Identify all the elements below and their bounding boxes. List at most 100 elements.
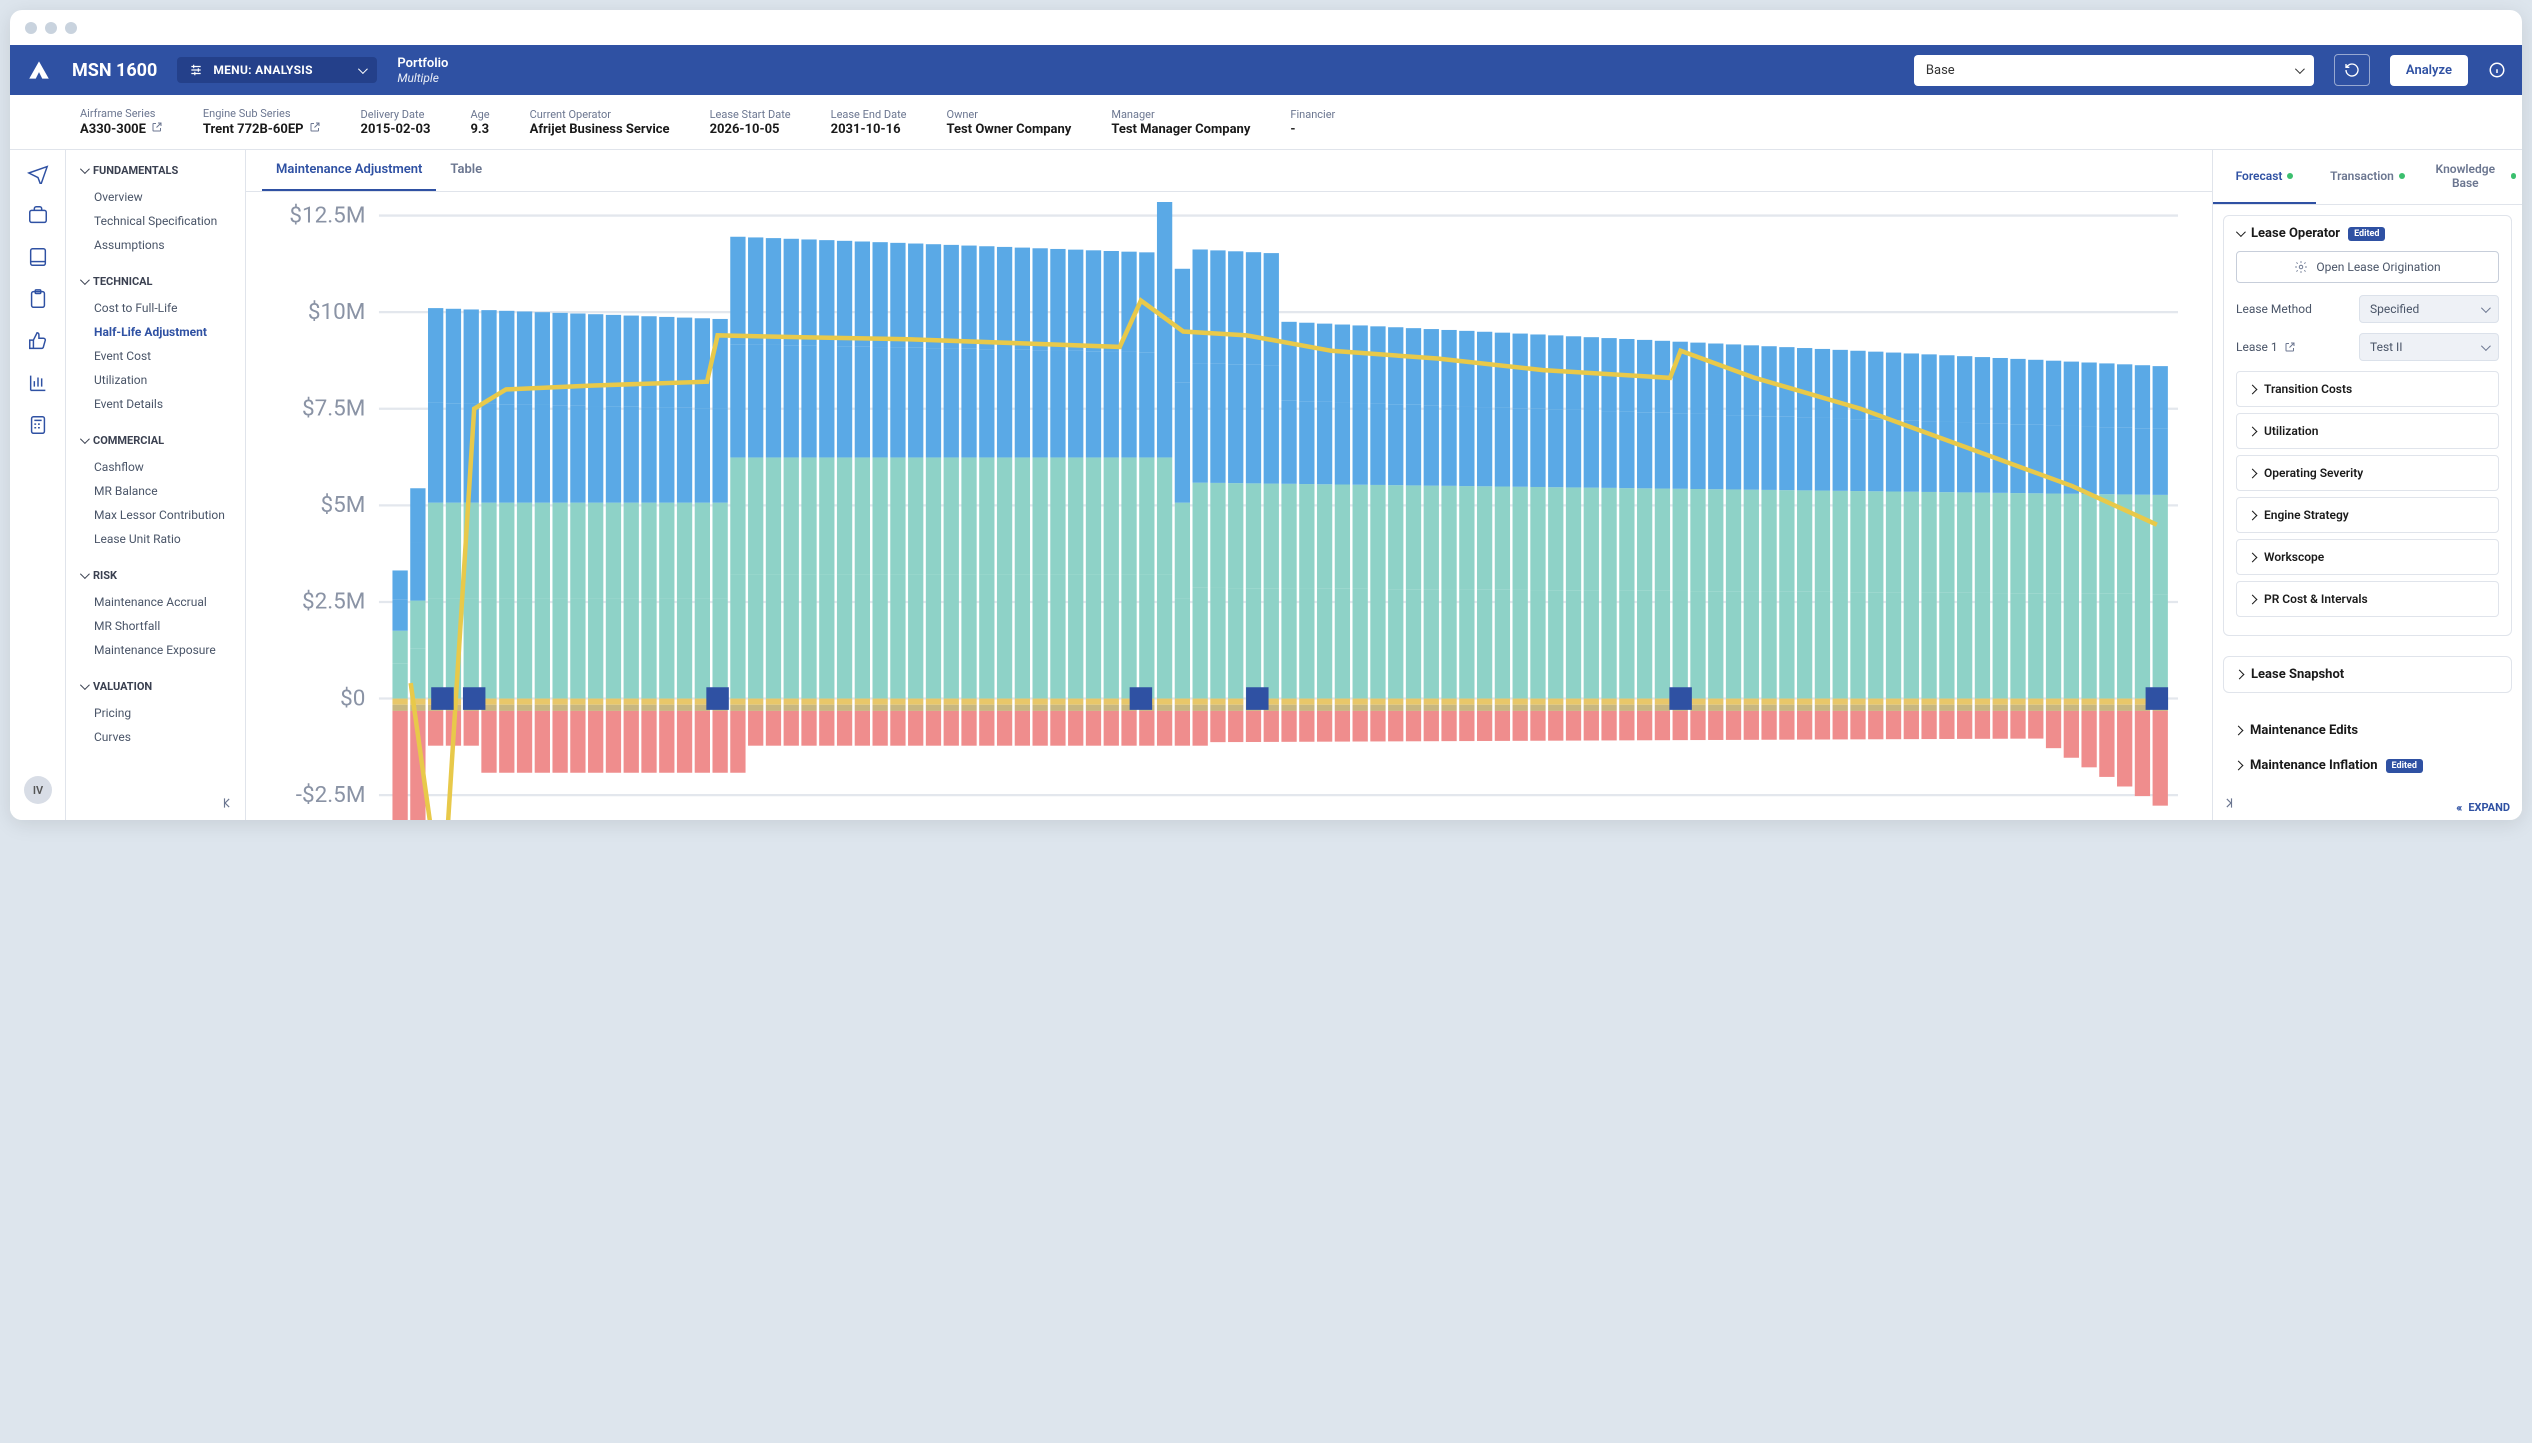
sidebar-item[interactable]: Event Details xyxy=(66,392,245,416)
max-dot[interactable] xyxy=(65,22,77,34)
sub-accordion-header[interactable]: PR Cost & Intervals xyxy=(2237,582,2498,616)
meta-bar: Airframe SeriesA330-300EEngine Sub Serie… xyxy=(10,95,2522,150)
sidebar-item[interactable]: Lease Unit Ratio xyxy=(66,527,245,551)
sub-accordion-header[interactable]: Transition Costs xyxy=(2237,372,2498,406)
portfolio-label: Portfolio xyxy=(397,56,448,71)
maint-inflation-header[interactable]: Maintenance Inflation Edited xyxy=(2223,748,2512,783)
right-panel: ForecastTransactionKnowledge Base Lease … xyxy=(2212,150,2522,820)
lease-snapshot-header[interactable]: Lease Snapshot xyxy=(2224,657,2511,692)
sub-accordion: Operating Severity xyxy=(2236,455,2499,491)
meta-item: Lease End Date2031-10-16 xyxy=(831,108,907,137)
user-avatar[interactable]: IV xyxy=(24,776,52,804)
main-tab[interactable]: Maintenance Adjustment xyxy=(262,150,436,191)
sidebar-item[interactable]: Pricing xyxy=(66,701,245,725)
meta-value: Test Manager Company xyxy=(1111,122,1250,137)
chevron-right-icon xyxy=(2248,468,2258,478)
clipboard-icon[interactable] xyxy=(27,288,49,310)
sub-accordion-header[interactable]: Workscope xyxy=(2237,540,2498,574)
maint-inflation-section: Maintenance Inflation Edited xyxy=(2223,748,2512,783)
sidebar-item[interactable]: MR Shortfall xyxy=(66,614,245,638)
meta-label: Current Operator xyxy=(530,108,670,121)
expand-button[interactable]: ‹‹‹ EXPAND xyxy=(2213,793,2522,820)
external-link-icon[interactable] xyxy=(2284,341,2296,353)
maint-edits-title: Maintenance Edits xyxy=(2250,723,2358,738)
right-tab[interactable]: Knowledge Base xyxy=(2419,150,2522,204)
menu-analysis-label: MENU: ANALYSIS xyxy=(213,63,312,77)
info-icon[interactable] xyxy=(2488,61,2506,79)
chevron-right-icon xyxy=(2248,426,2258,436)
sidebar-item[interactable]: Cashflow xyxy=(66,455,245,479)
open-lease-origination-button[interactable]: Open Lease Origination xyxy=(2236,251,2499,283)
thumbs-up-icon[interactable] xyxy=(27,330,49,352)
sidebar-group-header[interactable]: COMMERCIAL xyxy=(66,434,245,447)
top-bar: MSN 1600 MENU: ANALYSIS Portfolio Multip… xyxy=(10,45,2522,95)
menu-analysis-select[interactable]: MENU: ANALYSIS xyxy=(177,57,377,83)
sidebar-item[interactable]: Maintenance Exposure xyxy=(66,638,245,662)
refresh-button[interactable] xyxy=(2334,54,2370,86)
meta-value: 2015-02-03 xyxy=(361,122,431,137)
sidebar-item[interactable]: Cost to Full-Life xyxy=(66,296,245,320)
analyze-button[interactable]: Analyze xyxy=(2390,55,2468,86)
external-link-icon[interactable] xyxy=(151,121,163,137)
main-panel: Maintenance AdjustmentTable $12.5M$10M$7… xyxy=(246,150,2212,820)
lease-operator-title: Lease Operator xyxy=(2251,226,2340,241)
sidebar-group-header[interactable]: RISK xyxy=(66,569,245,582)
sidebar-group-header[interactable]: VALUATION xyxy=(66,680,245,693)
lease1-select[interactable]: Test II xyxy=(2359,333,2499,361)
sub-accordion-header[interactable]: Utilization xyxy=(2237,414,2498,448)
meta-value: Trent 772B-60EP xyxy=(203,121,321,137)
main-tabs: Maintenance AdjustmentTable xyxy=(246,150,2212,192)
book-icon[interactable] xyxy=(27,246,49,268)
chart-icon[interactable] xyxy=(27,372,49,394)
gear-icon xyxy=(2294,260,2308,274)
right-tab[interactable]: Forecast xyxy=(2213,150,2316,204)
sub-accordion: Engine Strategy xyxy=(2236,497,2499,533)
meta-item: Financier- xyxy=(1290,108,1335,137)
sidebar-item[interactable]: Assumptions xyxy=(66,233,245,257)
chevron-down-icon xyxy=(2236,227,2246,237)
airplane-icon[interactable] xyxy=(27,162,49,184)
meta-item: Airframe SeriesA330-300E xyxy=(80,107,163,137)
sub-accordion-header[interactable]: Engine Strategy xyxy=(2237,498,2498,532)
lease1-row: Lease 1 Test II xyxy=(2236,333,2499,361)
sidebar-item[interactable]: Overview xyxy=(66,185,245,209)
status-dot-icon xyxy=(2399,173,2405,179)
meta-label: Airframe Series xyxy=(80,107,163,120)
maint-edits-header[interactable]: Maintenance Edits xyxy=(2223,713,2512,748)
meta-value: Afrijet Business Service xyxy=(530,122,670,137)
scenario-select[interactable]: Base xyxy=(1914,55,2314,86)
sidebar-item[interactable]: MR Balance xyxy=(66,479,245,503)
sidebar-item[interactable]: Half-Life Adjustment xyxy=(66,320,245,344)
sidebar-item[interactable]: Maintenance Accrual xyxy=(66,590,245,614)
min-dot[interactable] xyxy=(45,22,57,34)
chevron-down-icon xyxy=(80,164,90,174)
calculator-icon[interactable] xyxy=(27,414,49,436)
sidebar-group-header[interactable]: FUNDAMENTALS xyxy=(66,164,245,177)
meta-label: Financier xyxy=(1290,108,1335,121)
lease-method-select[interactable]: Specified xyxy=(2359,295,2499,323)
briefcase-icon[interactable] xyxy=(27,204,49,226)
app-logo-icon xyxy=(26,57,52,83)
meta-item: Current OperatorAfrijet Business Service xyxy=(530,108,670,137)
sidebar-item[interactable]: Technical Specification xyxy=(66,209,245,233)
main-tab[interactable]: Table xyxy=(436,150,496,191)
right-tab[interactable]: Transaction xyxy=(2316,150,2419,204)
lease1-label: Lease 1 xyxy=(2236,340,2278,354)
sidebar-item[interactable]: Utilization xyxy=(66,368,245,392)
meta-label: Manager xyxy=(1111,108,1250,121)
sidebar-item[interactable]: Event Cost xyxy=(66,344,245,368)
sidebar-item[interactable]: Curves xyxy=(66,725,245,749)
collapse-sidebar-icon[interactable] xyxy=(221,796,235,810)
external-link-icon[interactable] xyxy=(309,121,321,137)
sidebar-group-header[interactable]: TECHNICAL xyxy=(66,275,245,288)
svg-text:-$2.5M: -$2.5M xyxy=(296,781,366,808)
sidebar-item[interactable]: Max Lessor Contribution xyxy=(66,503,245,527)
sub-accordion-header[interactable]: Operating Severity xyxy=(2237,456,2498,490)
lease-operator-header[interactable]: Lease Operator Edited xyxy=(2224,216,2511,251)
chevron-down-icon xyxy=(2481,341,2491,351)
close-dot[interactable] xyxy=(25,22,37,34)
status-dot-icon xyxy=(2287,173,2293,179)
edited-badge: Edited xyxy=(2386,759,2423,773)
collapse-right-icon[interactable] xyxy=(2221,796,2235,810)
meta-value: - xyxy=(1290,122,1335,137)
